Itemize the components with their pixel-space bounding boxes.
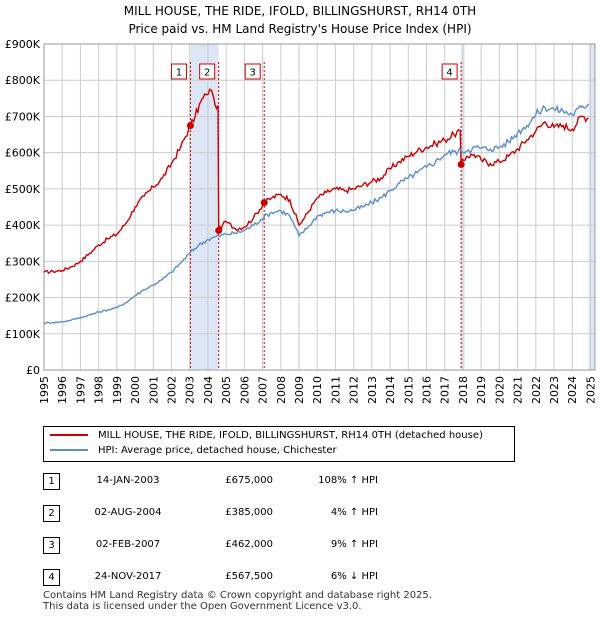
footer: Contains HM Land Registry data © Crown c… [43, 590, 432, 612]
plot-border [43, 43, 596, 371]
sale-number-label: 4 [446, 68, 452, 79]
sale-marker [457, 160, 465, 168]
x-tick-label: 2019 [475, 376, 488, 404]
transaction-number: 2 [43, 505, 60, 522]
legend-item-hpi: HPI: Average price, detached house, Chic… [50, 445, 337, 461]
transaction-hpi: 108% ↑ HPI [318, 475, 378, 486]
y-tick-label: £600K [5, 147, 41, 160]
x-tick-label: 2024 [566, 376, 579, 404]
x-tick-label: 2016 [421, 376, 434, 404]
x-tick-label: 2022 [530, 376, 543, 404]
x-tick-label: 2007 [257, 376, 270, 404]
x-tick-label: 2017 [439, 376, 452, 404]
transaction-price: £462,000 [225, 539, 273, 550]
x-tick-label: 1998 [93, 376, 106, 404]
x-tick-label: 2010 [311, 376, 324, 404]
sale-number-box [199, 63, 216, 80]
x-tick-label: 2001 [147, 376, 160, 404]
y-tick-label: £0 [26, 364, 40, 377]
x-tick-label: 2006 [238, 376, 251, 404]
y-tick-label: £300K [5, 255, 41, 268]
transaction-price: £675,000 [225, 475, 273, 486]
table-row: 1 14-JAN-2003 £675,000 108% ↑ HPI [43, 473, 443, 493]
sale-number-label: 1 [176, 68, 182, 79]
y-tick-label: £200K [5, 292, 41, 305]
price-chart: £0 £100K £200K £300K £400K £500K £600K £700K £80… [5, 38, 598, 404]
x-tick-label: 1997 [74, 376, 87, 404]
table-row: 4 24-NOV-2017 £567,500 6% ↓ HPI [43, 569, 443, 589]
chart-title: MILL HOUSE, THE RIDE, IFOLD, BILLINGSHUR… [0, 2, 600, 38]
legend-item-property: MILL HOUSE, THE RIDE, IFOLD, BILLINGSHUR… [50, 430, 483, 446]
title-line-2: Price paid vs. HM Land Registry's House … [128, 22, 472, 36]
x-tick-label: 2003 [184, 376, 197, 404]
x-tick-label: 2004 [202, 376, 215, 404]
sale-number-label: 2 [204, 68, 210, 79]
sale-number-box [244, 63, 261, 80]
transaction-number: 1 [43, 473, 60, 490]
table-row: 3 02-FEB-2007 £462,000 9% ↑ HPI [43, 537, 443, 557]
x-tick-label: 2020 [493, 376, 506, 404]
y-tick-label: £100K [5, 328, 41, 341]
y-tick-label: £400K [5, 219, 41, 232]
x-tick-label: 2014 [384, 376, 397, 404]
x-tick-label: 2005 [220, 376, 233, 404]
legend: MILL HOUSE, THE RIDE, IFOLD, BILLINGSHUR… [43, 426, 515, 462]
transaction-date: 02-AUG-2004 [94, 507, 162, 518]
x-tick-label: 2023 [548, 376, 561, 404]
y-tick-label: £900K [5, 38, 41, 51]
x-tick-label: 2013 [366, 376, 379, 404]
transaction-price: £567,500 [225, 571, 273, 582]
x-tick-label: 2011 [329, 376, 342, 404]
table-row: 2 02-AUG-2004 £385,000 4% ↑ HPI [43, 505, 443, 525]
x-tick-label: 2021 [512, 376, 525, 404]
legend-hpi-swatch [50, 449, 88, 451]
hpi-line [43, 103, 590, 325]
transaction-hpi: 9% ↑ HPI [330, 539, 378, 550]
transaction-date: 24-NOV-2017 [94, 571, 162, 582]
x-tick-label: 1996 [56, 376, 69, 404]
x-tick-label: 2015 [402, 376, 415, 404]
y-tick-label: £800K [5, 74, 41, 87]
x-tick-label: 2012 [348, 376, 361, 404]
x-tick-label: 2000 [129, 376, 142, 404]
footer-copyright: Contains HM Land Registry data © Crown c… [43, 590, 432, 601]
sale-marker [215, 227, 223, 235]
transaction-number: 3 [43, 537, 60, 554]
sale-marker [186, 122, 194, 129]
transaction-hpi: 4% ↑ HPI [330, 507, 378, 518]
sale-number-box [170, 63, 187, 80]
legend-property-swatch [50, 434, 88, 436]
legend-hpi-label: HPI: Average price, detached house, Chic… [98, 445, 337, 456]
shaded-period [190, 44, 219, 370]
sale-marker [260, 199, 268, 207]
y-tick-label: £500K [5, 183, 41, 196]
x-tick-label: 1999 [111, 376, 124, 404]
x-tick-label: 2018 [457, 376, 470, 404]
x-tick-label: 2002 [166, 376, 179, 404]
sale-number-box [441, 63, 458, 80]
plot-area [44, 44, 595, 370]
x-tick-label: 1995 [38, 376, 51, 404]
transaction-number: 4 [43, 569, 60, 586]
legend-property-label: MILL HOUSE, THE RIDE, IFOLD, BILLINGSHUR… [98, 430, 483, 441]
footer-licence: This data is licensed under the Open Gov… [43, 601, 362, 612]
sale-number-label: 3 [250, 68, 256, 79]
x-tick-label: 2025 [584, 376, 597, 404]
transaction-price: £385,000 [225, 507, 273, 518]
shaded-period [588, 44, 595, 370]
y-tick-label: £700K [5, 110, 41, 123]
title-line-1: MILL HOUSE, THE RIDE, IFOLD, BILLINGSHUR… [123, 4, 477, 18]
transaction-hpi: 6% ↓ HPI [330, 571, 378, 582]
property-price-line [43, 88, 589, 275]
transaction-date: 02-FEB-2007 [95, 539, 161, 550]
x-tick-label: 2009 [293, 376, 306, 404]
x-tick-label: 2008 [275, 376, 288, 404]
transaction-date: 14-JAN-2003 [96, 475, 160, 486]
